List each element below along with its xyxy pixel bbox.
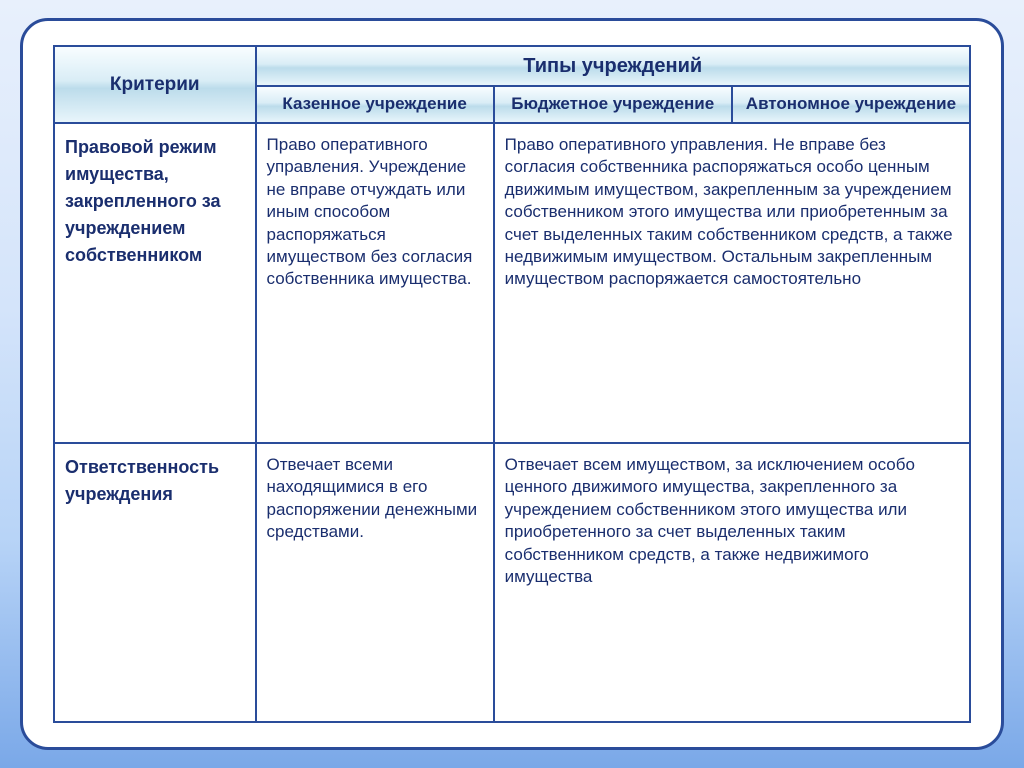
cell-kazennoe: Право оперативного управления. Учреждени… <box>256 123 494 443</box>
header-types: Типы учреждений <box>256 46 970 86</box>
header-col3: Автономное учреждение <box>732 86 970 122</box>
table-row: Правовой режим имущества, закрепленного … <box>54 123 970 443</box>
cell-merged: Право оперативного управления. Не вправе… <box>494 123 970 443</box>
comparison-table: Критерии Типы учреждений Казенное учрежд… <box>53 45 971 723</box>
header-col1: Казенное учреждение <box>256 86 494 122</box>
table-card: Критерии Типы учреждений Казенное учрежд… <box>20 18 1004 750</box>
cell-kazennoe: Отвечает всеми находящимися в его распор… <box>256 443 494 722</box>
row-label: Ответственность учреждения <box>54 443 256 722</box>
table-row: Ответственность учреждения Отвечает всем… <box>54 443 970 722</box>
header-criteria: Критерии <box>54 46 256 123</box>
cell-merged: Отвечает всем имуществом, за исключением… <box>494 443 970 722</box>
header-col2: Бюджетное учреждение <box>494 86 732 122</box>
row-label: Правовой режим имущества, закрепленного … <box>54 123 256 443</box>
